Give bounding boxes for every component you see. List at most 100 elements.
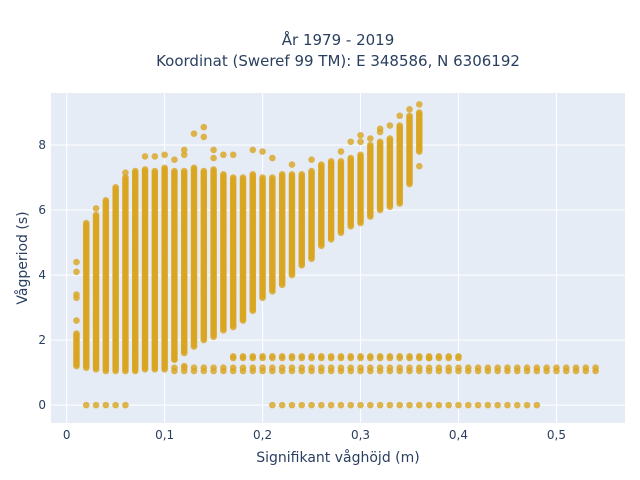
scatter-point (288, 353, 296, 360)
scatter-point (484, 401, 492, 409)
scatter-point (327, 157, 335, 165)
scatter-point (406, 112, 413, 120)
scatter-point (357, 151, 364, 159)
scatter-point (416, 101, 423, 108)
scatter-point (406, 353, 413, 360)
scatter-point (112, 183, 119, 191)
scatter-point (357, 353, 364, 360)
scatter-point (396, 112, 404, 120)
scatter-point (396, 364, 404, 372)
scatter-point (171, 156, 178, 163)
scatter-point (376, 353, 384, 360)
scatter-point (376, 364, 384, 372)
scatter-point (337, 157, 345, 165)
scatter-point (406, 364, 413, 372)
scatter-point (269, 353, 276, 360)
scatter-point (122, 169, 129, 176)
y-tick-label: 2 (38, 333, 46, 347)
scatter-point (269, 401, 276, 409)
scatter-point (269, 364, 276, 372)
scatter-point (318, 364, 325, 372)
scatter-point (278, 170, 286, 178)
scatter-point (122, 401, 129, 409)
x-tick-label: 0,5 (547, 428, 566, 442)
scatter-point (288, 364, 296, 372)
scatter-point (73, 330, 80, 337)
y-tick-label: 0 (38, 398, 46, 412)
scatter-point (73, 317, 80, 324)
scatter-point (416, 353, 423, 360)
scatter-point (288, 161, 296, 168)
scatter-point (347, 401, 355, 409)
y-tick-label: 4 (38, 268, 46, 282)
scatter-point (288, 170, 296, 178)
scatter-point (435, 353, 443, 360)
scatter-point (229, 353, 237, 360)
scatter-point (386, 122, 394, 129)
scatter-point (386, 364, 394, 372)
chart-title-line-2: Koordinat (Sweref 99 TM): E 348586, N 63… (156, 52, 520, 70)
scatter-point (513, 401, 521, 409)
scatter-point (533, 364, 541, 372)
scatter-point (367, 135, 374, 142)
scatter-point (259, 364, 266, 372)
scatter-point (357, 364, 364, 372)
scatter-point (171, 364, 178, 372)
x-axis-title: Signifikant våghöjd (m) (256, 449, 419, 466)
scatter-point (416, 109, 423, 116)
scatter-point (298, 170, 306, 178)
scatter-point (239, 174, 247, 181)
scatter-point (92, 401, 100, 409)
scatter-point (425, 401, 433, 409)
scatter-point (249, 170, 257, 178)
scatter-point (406, 401, 413, 409)
x-tick-label: 0 (63, 428, 71, 442)
scatter-point (190, 164, 198, 172)
scatter-point (474, 364, 482, 372)
scatter-point (200, 364, 208, 372)
scatter-point (308, 353, 315, 360)
scatter-point (523, 401, 531, 409)
scatter-point (318, 170, 325, 178)
scatter-point (425, 354, 433, 362)
scatter-point (445, 364, 452, 372)
y-axis-title: Vågperiod (s) (14, 211, 31, 304)
scatter-point (229, 174, 237, 181)
scatter-point (416, 401, 423, 409)
scatter-point (190, 364, 198, 372)
scatter-point (239, 364, 247, 372)
scatter-point (259, 148, 266, 155)
scatter-point (337, 148, 345, 155)
x-tick-label: 0,4 (449, 428, 468, 442)
scatter-point (455, 401, 462, 409)
scatter-point (269, 174, 276, 181)
scatter-point (259, 174, 266, 181)
scatter-point (278, 353, 286, 360)
scatter-point (504, 364, 511, 372)
scatter-point (513, 364, 521, 372)
scatter-point (494, 364, 501, 372)
scatter-point (396, 401, 404, 409)
scatter-point (73, 258, 80, 266)
scatter-point (416, 364, 423, 372)
scatter-point (210, 364, 217, 372)
scatter-point (151, 167, 159, 175)
scatter-point (278, 401, 286, 409)
scatter-point (406, 105, 413, 113)
tick-labels: 0 0,1 0,2 0,3 0,4 0,5 0 2 4 6 8 (38, 138, 566, 442)
scatter-point (592, 364, 599, 372)
scatter-point (73, 291, 80, 298)
scatter-point (464, 364, 472, 372)
scatter-point (327, 353, 335, 360)
scatter-point (229, 364, 237, 372)
scatter-point (337, 364, 345, 372)
scatter-point (122, 174, 129, 181)
scatter-point (229, 151, 237, 159)
scatter-point (327, 364, 335, 372)
scatter-point (523, 364, 531, 372)
scatter-point (562, 364, 570, 372)
scatter-point (131, 167, 139, 175)
scatter-point (347, 353, 355, 360)
